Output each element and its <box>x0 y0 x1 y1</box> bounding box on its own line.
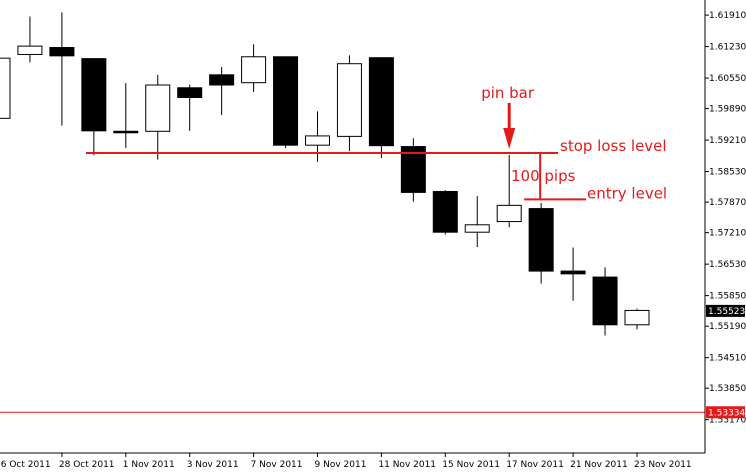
price-label-text: 1.55523 <box>708 307 745 317</box>
candlestick <box>368 57 394 159</box>
price-tick-label: 1.57870 <box>709 198 746 208</box>
candlestick <box>241 44 267 92</box>
bear-candle-body <box>368 57 394 147</box>
date-tick-label: 17 Nov 2011 <box>506 460 564 470</box>
entry-level-label: entry level <box>587 184 667 202</box>
candlestick <box>592 267 618 336</box>
time-axis: 26 Oct 2011 28 Oct 2011 1 Nov 2011 3 Nov 20… <box>0 453 692 470</box>
price-tick-label: 1.57210 <box>709 229 746 239</box>
bull-candle-body <box>305 135 330 146</box>
candlestick <box>528 203 554 284</box>
candlestick <box>17 16 43 63</box>
bear-candle-body <box>113 130 139 134</box>
price-tick-label: 1.53850 <box>709 384 746 394</box>
price-tick-label: 1.60550 <box>709 74 746 84</box>
candles-layer <box>0 12 705 413</box>
price-tick-label: 1.55190 <box>709 322 746 332</box>
price-label-box <box>706 304 745 317</box>
date-tick-label: 26 Oct 2011 <box>0 460 51 470</box>
pin-bar-arrowhead <box>503 128 516 150</box>
date-tick-label: 7 Nov 2011 <box>251 460 303 470</box>
candlestick <box>464 196 490 248</box>
price-tick-label: 1.59210 <box>709 136 746 146</box>
date-tick-label: 15 Nov 2011 <box>442 460 500 470</box>
bear-candle-body <box>81 58 107 132</box>
bull-candle-body <box>464 224 490 233</box>
bear-candle-body <box>592 276 618 326</box>
bull-candle-body <box>496 204 522 223</box>
price-label: 1.53334 <box>706 406 745 419</box>
price-tick-label: 1.53170 <box>709 416 746 426</box>
candlestick <box>49 12 75 126</box>
candlestick <box>0 57 11 119</box>
bear-candle-body <box>177 87 203 99</box>
date-tick-label: 3 Nov 2011 <box>187 460 239 470</box>
candlestick <box>273 56 299 148</box>
price-axis: 1.61910 1.61230 1.60550 1.59890 1.59210 1.585… <box>705 11 746 426</box>
price-tick-label: 1.55850 <box>709 292 746 302</box>
date-tick-label: 9 Nov 2011 <box>315 460 367 470</box>
annotation-layer: stop loss level entry level 100 pips pin ba… <box>86 84 667 202</box>
price-labels: 1.55523 1.53334 <box>706 304 745 419</box>
bear-candle-body <box>400 146 426 193</box>
bull-candle-body <box>0 57 11 119</box>
candlestick <box>177 84 203 131</box>
bull-candle-body <box>241 56 267 84</box>
candlestick <box>560 247 586 301</box>
bear-candle-body <box>209 74 235 86</box>
candlestick <box>400 138 426 202</box>
price-label-text: 1.53334 <box>708 408 745 418</box>
price-tick-label: 1.56530 <box>709 260 746 270</box>
bear-candle-body <box>432 190 458 233</box>
stop-loss-label: stop loss level <box>560 137 667 155</box>
price-tick-label: 1.61230 <box>709 43 746 53</box>
candlestick <box>336 55 362 152</box>
bull-candle-body <box>336 63 362 137</box>
date-tick-label: 21 Nov 2011 <box>570 460 628 470</box>
candlestick <box>496 154 522 228</box>
price-tick-label: 1.61910 <box>709 11 746 21</box>
pips-label: 100 pips <box>511 167 576 185</box>
bear-candle-body <box>528 208 554 272</box>
bull-candle-body <box>145 84 171 132</box>
pin-bar-label: pin bar <box>481 84 535 102</box>
date-tick-label: 11 Nov 2011 <box>378 460 436 470</box>
candlestick <box>432 190 458 235</box>
bear-candle-body <box>273 56 299 146</box>
price-tick-label: 1.54510 <box>709 354 746 364</box>
price-tick-label: 1.58530 <box>709 168 746 178</box>
price-label: 1.55523 <box>706 304 745 317</box>
date-tick-label: 23 Nov 2011 <box>634 460 692 470</box>
price-label-box <box>706 406 745 419</box>
date-tick-label: 28 Oct 2011 <box>59 460 115 470</box>
candlestick <box>81 58 107 156</box>
candlestick <box>209 66 235 116</box>
candlestick <box>145 74 171 160</box>
bear-candle-body <box>49 47 75 57</box>
bear-candle-body <box>560 270 586 275</box>
price-tick-label: 1.59890 <box>709 105 746 115</box>
date-tick-label: 1 Nov 2011 <box>123 460 175 470</box>
bull-candle-body <box>17 45 43 55</box>
bull-candle-body <box>624 309 650 326</box>
candlestick <box>113 83 139 148</box>
candlestick <box>624 308 650 330</box>
